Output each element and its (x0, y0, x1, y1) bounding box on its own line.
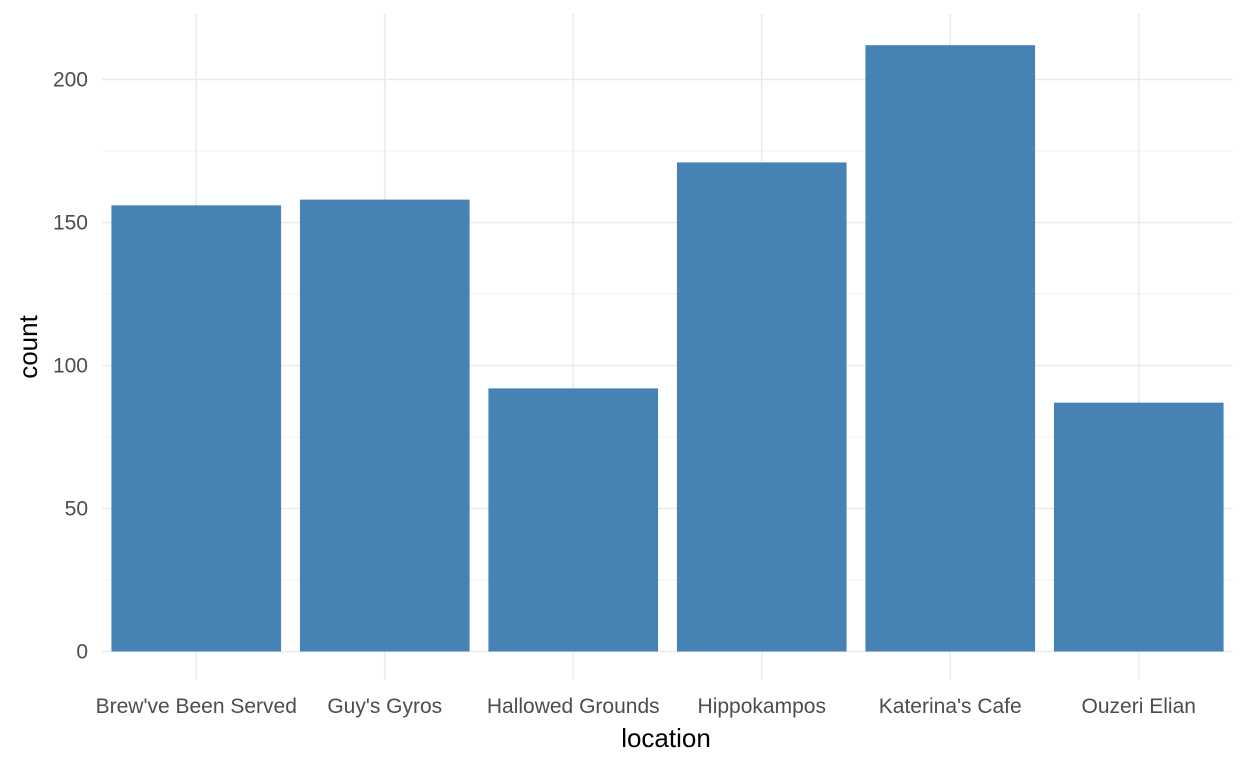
x-axis-title: location (621, 723, 711, 753)
y-axis-tick-labels: 0 50 100 150 200 (53, 69, 88, 664)
y-tick-label: 200 (53, 69, 88, 92)
x-tick-label: Katerina's Cafe (879, 695, 1022, 718)
x-axis-tick-labels: Brew've Been Served Guy's Gyros Hallowed G… (96, 695, 1196, 718)
bar (676, 162, 847, 652)
bar (865, 45, 1036, 652)
x-tick-label: Guy's Gyros (327, 695, 442, 718)
y-axis-title: count (13, 314, 43, 378)
y-tick-label: 50 (65, 498, 88, 521)
x-tick-label: Hippokampos (698, 695, 826, 718)
bar (111, 205, 282, 652)
bar (299, 199, 470, 652)
y-tick-label: 0 (76, 641, 88, 664)
bar (488, 388, 659, 652)
x-tick-label: Hallowed Grounds (487, 695, 660, 718)
x-tick-label: Ouzeri Elian (1082, 695, 1196, 718)
y-tick-label: 150 (53, 212, 88, 235)
bars (111, 45, 1224, 652)
y-tick-label: 100 (53, 355, 88, 378)
x-tick-label: Brew've Been Served (96, 695, 297, 718)
bar (1053, 402, 1224, 652)
minor-gridlines (102, 150, 1233, 581)
